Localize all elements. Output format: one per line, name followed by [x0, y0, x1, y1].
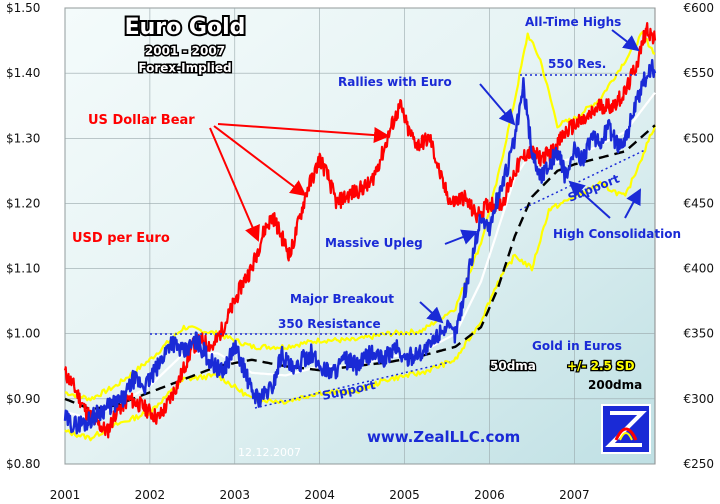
support-high-line [519, 149, 646, 211]
y-left-tick-label: $0.90 [6, 392, 40, 406]
y-axis-right: €600 €550 €500 €450 €400 €350 €300 €250 [683, 1, 714, 471]
chart-title: Euro Gold [125, 15, 246, 40]
massive-upleg-arrow [444, 229, 478, 245]
series-line-2-5-sd-upper [64, 31, 656, 402]
annotation-all-time-highs: All-Time Highs [525, 15, 621, 29]
y-left-tick-label: $1.10 [6, 262, 40, 276]
us-dollar-bear-arrow-1 [209, 127, 260, 242]
series-line-gold-in-euros [63, 58, 657, 435]
y-left-tick-label: $1.20 [6, 196, 40, 210]
y-left-tick-label: $1.00 [6, 327, 40, 341]
x-tick-label: 2006 [474, 488, 505, 502]
legend-sd: +/- 2.5 SD [567, 359, 635, 373]
annotation-550-res: 550 Res. [548, 57, 606, 71]
rallies-arrow [479, 83, 516, 126]
y-left-tick-label: $1.50 [6, 1, 40, 15]
us-dollar-bear-arrow-2 [213, 125, 307, 197]
annotation-350-resistance: 350 Resistance [278, 317, 381, 331]
high-consolidation-arrow-1 [624, 188, 641, 219]
x-tick-label: 2007 [559, 488, 590, 502]
x-tick-label: 2005 [389, 488, 420, 502]
y-right-tick-label: €300 [683, 392, 714, 406]
y-right-tick-label: €400 [683, 262, 714, 276]
annotation-major-breakout: Major Breakout [290, 292, 394, 306]
annotation-rallies-with-euro: Rallies with Euro [338, 75, 452, 89]
annotation-high-consolidation: High Consolidation [553, 227, 681, 241]
annotation-usd-per-euro: USD per Euro [72, 231, 170, 246]
high-consolidation-arrow-2 [568, 180, 611, 219]
us-dollar-bear-arrow-3 [217, 123, 390, 143]
y-axis-left: $1.50 $1.40 $1.30 $1.20 $1.10 $1.00 $0.90 $0.80 [6, 1, 40, 471]
chart-subtitle-years: 2001 - 2007 [145, 44, 225, 58]
y-right-tick-label: €450 [683, 196, 714, 210]
y-right-tick-label: €250 [683, 457, 714, 471]
series-group [63, 22, 657, 442]
annotation-us-dollar-bear: US Dollar Bear [88, 113, 195, 128]
annotation-massive-upleg: Massive Upleg [325, 236, 423, 250]
y-right-tick-label: €600 [683, 1, 714, 15]
legend-200dma: 200dma [588, 378, 642, 392]
x-tick-label: 2001 [50, 488, 81, 502]
grid [64, 7, 655, 465]
chart-date: 12.12.2007 [238, 446, 301, 459]
y-right-tick-label: €500 [683, 131, 714, 145]
y-left-tick-label: $1.30 [6, 131, 40, 145]
major-breakout-arrow [419, 301, 444, 324]
website-url: www.ZealLLC.com [367, 428, 520, 446]
chart-subtitle-method: Forex-Implied [138, 61, 231, 75]
zeal-logo [601, 404, 651, 454]
y-left-tick-label: $0.80 [6, 457, 40, 471]
x-tick-label: 2003 [220, 488, 251, 502]
x-tick-label: 2002 [135, 488, 166, 502]
y-right-tick-label: €550 [683, 66, 714, 80]
y-right-tick-label: €350 [683, 327, 714, 341]
y-left-tick-label: $1.40 [6, 66, 40, 80]
series-line-2-5-sd-lower [64, 125, 657, 442]
x-axis: 2001 2002 2003 2004 2005 2006 2007 [50, 488, 590, 502]
support-low-line [254, 361, 451, 409]
legend-gold-in-euros: Gold in Euros [532, 339, 622, 353]
all-time-highs-arrow [611, 29, 640, 52]
legend-50dma: 50dma [490, 359, 536, 373]
x-tick-label: 2004 [304, 488, 335, 502]
